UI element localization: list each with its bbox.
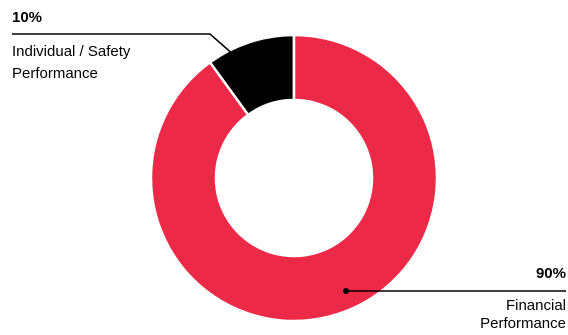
leader-dot-financial xyxy=(343,288,349,294)
annotation-individual-safety: 10% Individual / Safety Performance xyxy=(12,9,244,82)
slice-label-individual-safety-line1: Individual / Safety xyxy=(12,43,131,60)
percent-label-financial: 90% xyxy=(536,265,566,282)
leader-line-individual-safety xyxy=(12,33,244,64)
annotation-financial: 90% Financial Performance xyxy=(343,265,566,332)
slice-label-financial-line2: Performance xyxy=(480,315,566,330)
slice-label-financial-line1: Financial xyxy=(506,297,566,314)
pie-slice-1 xyxy=(149,33,439,323)
slices xyxy=(149,33,439,323)
percent-label-individual-safety: 10% xyxy=(12,9,42,26)
slice-label-individual-safety-line2: Performance xyxy=(12,65,98,82)
